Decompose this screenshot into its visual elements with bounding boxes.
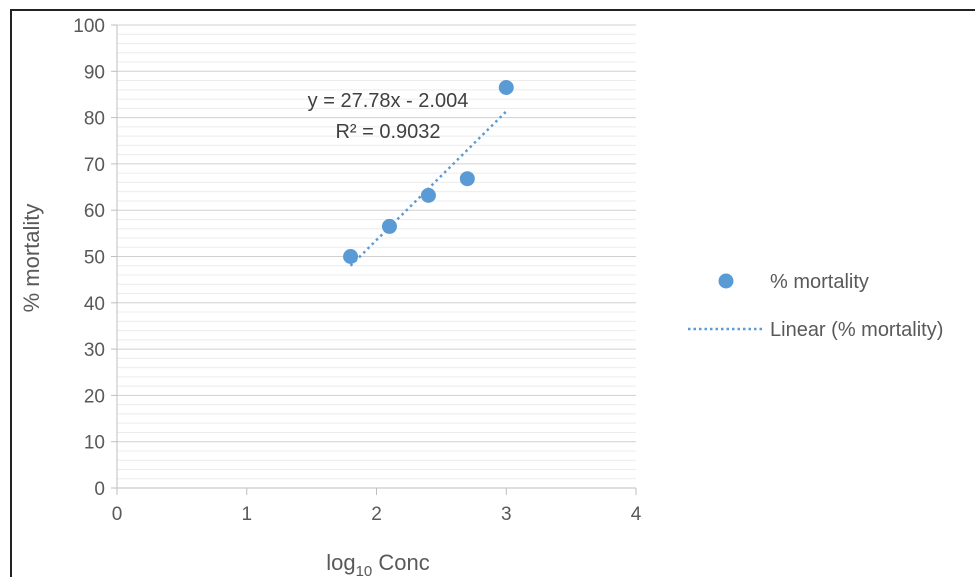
data-point (343, 249, 359, 264)
axes (111, 24, 637, 495)
x-axis-title-rest: Conc (372, 550, 429, 575)
grid-lines (117, 24, 636, 480)
data-point (459, 171, 475, 187)
y-tick-label: 70 (84, 155, 105, 176)
y-tick-label: 30 (84, 340, 105, 361)
y-tick-label: 10 (84, 433, 105, 454)
x-axis-title: log10 Conc (326, 550, 430, 577)
y-tick-label: 20 (84, 386, 105, 407)
legend-marker-series (718, 273, 734, 289)
legend-label-series: % mortality (770, 271, 869, 293)
data-point (498, 80, 514, 96)
data-point (381, 218, 397, 234)
tick-labels: 0 10 20 30 40 50 60 70 80 90 100 0 1 2 3 4 (73, 16, 641, 525)
legend: % mortality Linear (% mortality) (688, 271, 943, 341)
x-tick-label: 2 (371, 504, 382, 525)
x-tick-label: 3 (501, 504, 512, 525)
legend-label-trendline: Linear (% mortality) (770, 319, 943, 341)
y-tick-label: 40 (84, 294, 105, 315)
y-axis-title: % mortality (19, 204, 44, 313)
y-tick-label: 90 (84, 62, 105, 83)
x-tick-label: 1 (241, 504, 252, 525)
data-points (343, 80, 514, 264)
x-axis-title-subscript: 10 (356, 563, 373, 577)
x-tick-label: 0 (112, 504, 123, 525)
y-tick-label: 0 (94, 479, 105, 500)
y-tick-label: 50 (84, 248, 105, 269)
x-axis-title-main: log (326, 550, 355, 575)
y-tick-label: 100 (73, 16, 105, 37)
y-tick-label: 60 (84, 201, 105, 222)
chart-frame (10, 9, 975, 577)
data-point (420, 187, 436, 203)
x-tick-label: 4 (631, 504, 642, 525)
trendline-equation: y = 27.78x - 2.004 (308, 90, 469, 112)
y-tick-label: 80 (84, 109, 105, 130)
trendline-r-squared: R² = 0.9032 (335, 121, 440, 143)
